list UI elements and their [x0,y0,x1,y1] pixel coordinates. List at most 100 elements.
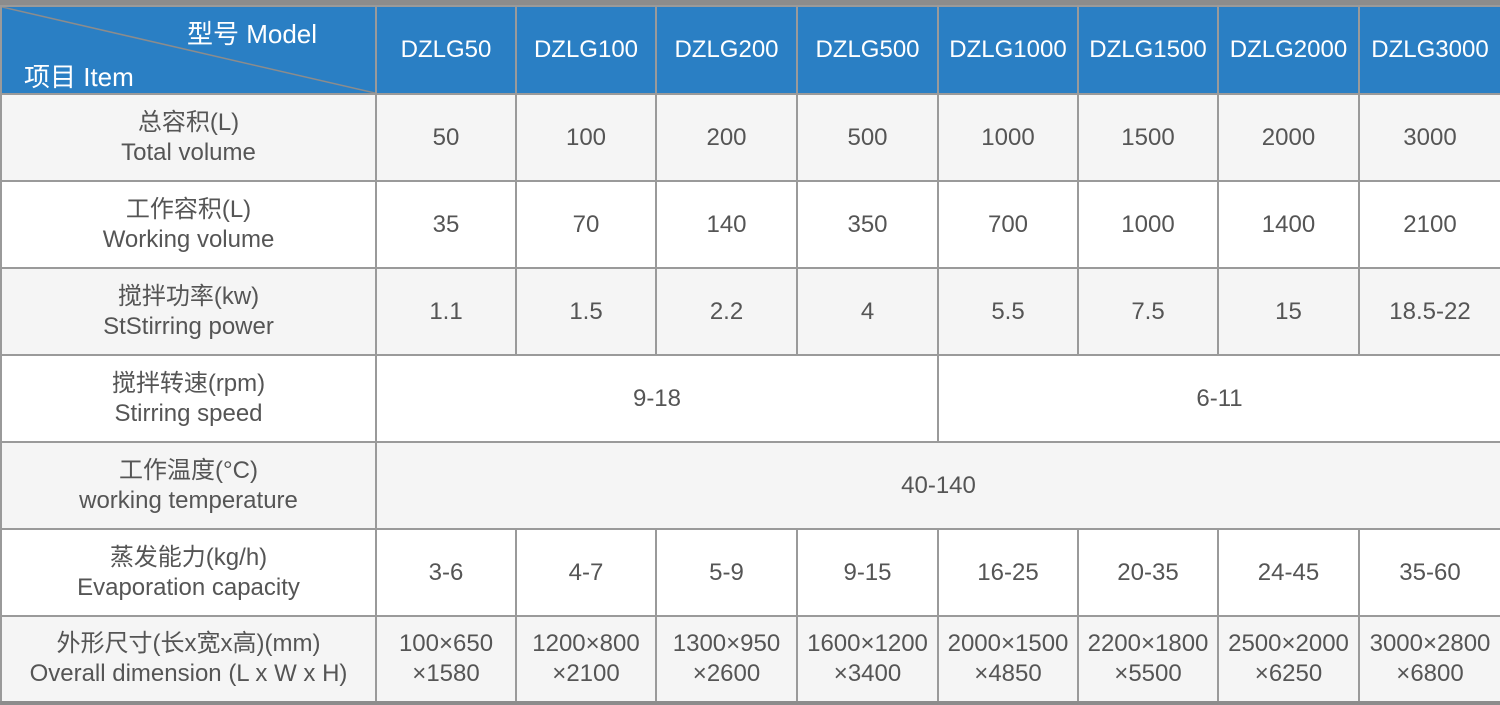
model-header-dzlg100: DZLG100 [515,5,657,95]
cell-value: 500 [847,123,888,151]
value-cell: 1200×800 ×2100 [515,615,657,705]
value-cell: 1600×1200 ×3400 [796,615,939,705]
value-cell: 9-18 [375,354,939,443]
cell-value-line2: ×2600 [692,660,761,687]
row-label-cn: 工作温度(°C) [119,456,258,484]
row-label-cn: 搅拌功率(kw) [117,282,260,310]
value-cell: 2200×1800 ×5500 [1077,615,1219,705]
value-cell: 2000×1500 ×4850 [937,615,1079,705]
row-label-en: Stirring speed [114,399,263,427]
cell-value: 4-7 [568,558,604,586]
table-row: 搅拌功率(kw) StStirring power 1.1 1.5 2.2 4 5.5 7.5… [0,267,1500,356]
value-cell: 35 [375,180,517,269]
value-cell: 140 [655,180,798,269]
cell-value: 1000 [1121,210,1175,238]
row-label-cell: 蒸发能力(kg/h) Evaporation capacity [0,528,377,617]
value-cell: 18.5-22 [1358,267,1500,356]
row-label-en: working temperature [79,486,298,514]
value-cell: 4 [796,267,939,356]
cell-value: 1500 [1121,123,1175,151]
row-label-en: Total volume [121,138,256,166]
cell-value: 2000 [1261,123,1316,151]
row-label-cn: 总容积(L) [137,108,240,136]
table-row: 外形尺寸(长x宽x高)(mm) Overall dimension (L x W … [0,615,1500,705]
model-header-dzlg3000: DZLG3000 [1358,5,1500,95]
value-cell: 24-45 [1217,528,1360,617]
model-header-dzlg1000: DZLG1000 [937,5,1079,95]
value-cell: 6-11 [937,354,1500,443]
value-cell: 2500×2000 ×6250 [1217,615,1360,705]
table-row: 工作温度(°C) working temperature 40-140 [0,441,1500,530]
value-cell: 500 [796,93,939,182]
cell-value: 700 [987,210,1029,238]
value-cell: 1.1 [375,267,517,356]
row-label-en: Working volume [102,225,275,253]
spec-table: 型号 Model 项目 Item DZLG50 DZLG100 DZLG200 DZL… [0,5,1500,705]
cell-value: 5.5 [991,297,1025,325]
cell-value: 4 [860,297,875,325]
row-label-en: Evaporation capacity [77,573,300,601]
model-header-dzlg200: DZLG200 [655,5,798,95]
cell-value: 40-140 [901,471,976,499]
cell-value: 350 [847,210,888,238]
cell-value: 70 [572,210,600,238]
row-label-en: StStirring power [103,312,274,340]
row-label-cn: 蒸发能力(kg/h) [109,543,268,571]
table-row: 总容积(L) Total volume 50 100 200 500 1000 1500 200… [0,93,1500,182]
cell-value: 35 [432,210,460,238]
cell-value: 18.5-22 [1389,297,1471,325]
model-header-dzlg2000: DZLG2000 [1217,5,1360,95]
value-cell: 1000 [937,93,1079,182]
value-cell: 70 [515,180,657,269]
model-header-label: 型号 Model [187,19,318,49]
cell-value: 24-45 [1257,558,1320,586]
table-row: 蒸发能力(kg/h) Evaporation capacity 3-6 4-7 5-9 9… [0,528,1500,617]
cell-value: 2100 [1403,210,1457,238]
value-cell: 4-7 [515,528,657,617]
value-cell: 9-15 [796,528,939,617]
cell-value: 16-25 [977,558,1039,586]
cell-value: 9-15 [843,558,892,586]
cell-value-line2: ×1580 [412,660,480,687]
row-label-cn: 工作容积(L) [125,195,252,223]
value-cell: 3-6 [375,528,517,617]
cell-value: 1000 [981,123,1035,151]
value-cell: 1300×950 ×2600 [655,615,798,705]
corner-header-cell: 型号 Model 项目 Item [0,5,377,95]
cell-value-line2: ×6800 [1396,660,1464,687]
cell-value: 2200×1800 [1087,630,1209,657]
value-cell: 3000 [1358,93,1500,182]
table-row: 搅拌转速(rpm) Stirring speed 9-18 6-11 [0,354,1500,443]
value-cell: 100×650 ×1580 [375,615,517,705]
value-cell: 50 [375,93,517,182]
value-cell: 16-25 [937,528,1079,617]
cell-value-line2: ×2100 [552,660,620,687]
cell-value: 2.2 [709,297,744,325]
cell-value: 1300×950 [672,630,781,657]
cell-value: 6-11 [1196,384,1243,412]
cell-value: 2500×2000 [1228,630,1349,657]
value-cell: 20-35 [1077,528,1219,617]
cell-value: 200 [706,123,747,151]
cell-value: 35-60 [1399,558,1461,586]
cell-value: 1.5 [569,297,603,325]
header-row: 型号 Model 项目 Item DZLG50 DZLG100 DZLG200 DZL… [0,5,1500,95]
value-cell: 7.5 [1077,267,1219,356]
cell-value: 100 [565,123,607,151]
cell-value: 3-6 [428,558,464,586]
cell-value: 5-9 [709,558,744,586]
row-label-cell: 外形尺寸(长x宽x高)(mm) Overall dimension (L x W … [0,615,377,705]
item-header-label: 项目 Item [24,62,134,92]
cell-value-line2: ×6250 [1254,660,1323,687]
cell-value: 3000 [1403,123,1457,151]
model-header-dzlg1500: DZLG1500 [1077,5,1219,95]
cell-value: 7.5 [1131,297,1165,325]
value-cell: 700 [937,180,1079,269]
value-cell: 5.5 [937,267,1079,356]
cell-value: 50 [432,123,460,151]
cell-value: 1.1 [429,297,463,325]
value-cell: 35-60 [1358,528,1500,617]
value-cell: 350 [796,180,939,269]
value-cell: 2100 [1358,180,1500,269]
